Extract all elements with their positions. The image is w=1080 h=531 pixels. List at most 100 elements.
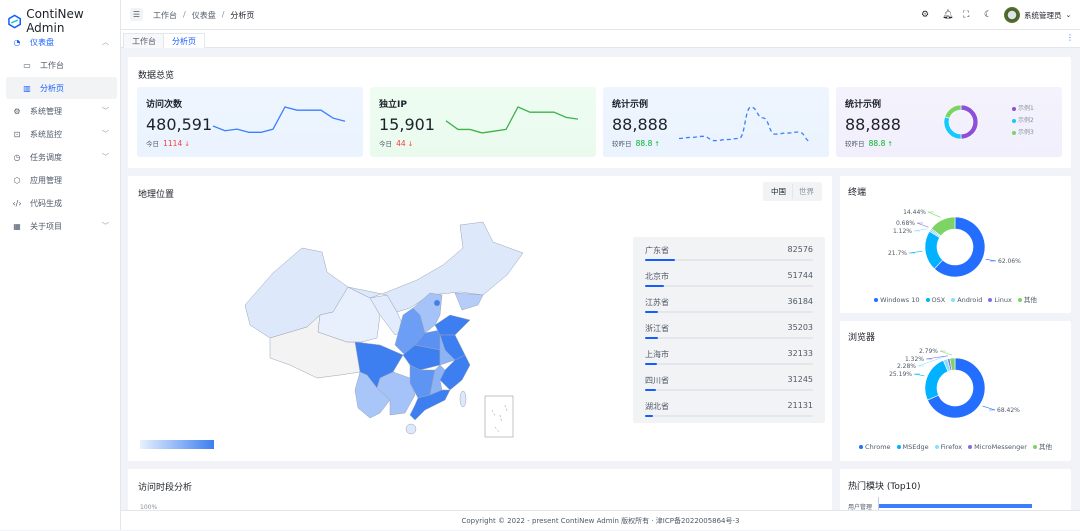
sidebar-item-label: 系统监控 — [30, 129, 62, 139]
copyright-text: Copyright © 2022 - present ContiNew Admi… — [461, 517, 740, 525]
donut-slice[interactable] — [960, 104, 979, 140]
legend-item[interactable]: Windows 10 — [874, 296, 920, 304]
chevron-down-icon: ﹀ — [102, 130, 109, 138]
legend-dot-icon — [859, 445, 864, 449]
sidebar-item-4[interactable]: ⊡ 系统监控 ﹀ — [6, 123, 117, 145]
legend-item[interactable]: Chrome — [859, 443, 891, 451]
donut-slice[interactable] — [944, 104, 962, 119]
bell-icon[interactable]: 🔔︎ — [942, 10, 954, 20]
sidebar-item-5[interactable]: ◷ 任务调度 ﹀ — [6, 146, 117, 168]
legend-item[interactable]: OSX — [925, 296, 945, 304]
breadcrumb-item[interactable]: 工作台 — [153, 11, 177, 20]
donut-slice[interactable] — [943, 116, 962, 140]
more-options-icon[interactable]: ⋮ — [1066, 33, 1074, 42]
map-region-beijing[interactable] — [433, 299, 441, 307]
map-region-yunnan[interactable] — [354, 371, 391, 419]
label-leader-line — [917, 356, 945, 367]
donut-slice[interactable] — [927, 357, 986, 419]
settings-icon[interactable]: ⚙ — [921, 10, 930, 20]
chevron-down-icon: ﹀ — [102, 222, 109, 230]
legend-label: 示例1 — [1018, 105, 1034, 112]
legend-item[interactable]: 其他 — [1032, 443, 1052, 451]
fullscreen-icon[interactable]: ⛶ — [963, 10, 970, 20]
label-leader-line — [913, 373, 925, 377]
code-icon: ‹/› — [12, 198, 22, 208]
map-region-guangdong[interactable] — [409, 389, 451, 421]
legend-item[interactable]: 示例3 — [1012, 127, 1034, 139]
legend-item[interactable]: MSEdge — [896, 443, 929, 451]
sidebar-item-2[interactable]: ▥ 分析页 — [6, 77, 117, 99]
sparkline-chart — [212, 106, 346, 133]
tab-label: 工作台 — [132, 36, 156, 46]
donut-data-label: 2.28% — [897, 363, 916, 370]
sparkline-path — [445, 106, 579, 134]
legend-item[interactable]: Linux — [988, 296, 1012, 304]
legend-item[interactable]: 示例1 — [1012, 103, 1034, 115]
donut-slice[interactable] — [930, 216, 956, 237]
terminal-donut-chart: 62.06% 21.7% 1.12%0.68% 14.44% — [888, 209, 1021, 278]
label-leader-line — [985, 258, 997, 262]
breadcrumb-item[interactable]: 仪表盘 — [191, 11, 216, 20]
toggle-china[interactable]: 中国 — [771, 187, 786, 196]
chevron-down-icon: ﹀ — [102, 153, 109, 161]
dark-mode-moon-icon[interactable]: ☾ — [984, 10, 993, 20]
stat-value: 480,591 — [146, 115, 213, 134]
donut-slice[interactable] — [933, 216, 986, 278]
tab-workbench[interactable]: 工作台 — [123, 33, 165, 48]
map-region-liaoning[interactable] — [454, 292, 484, 311]
map-region-hainan[interactable] — [405, 423, 417, 435]
map-region-anhui[interactable] — [439, 334, 456, 366]
donut-data-label: 62.06% — [998, 258, 1021, 265]
map-region-qinghai[interactable] — [317, 286, 381, 343]
donut-slice[interactable] — [924, 359, 949, 401]
map-region-shandong[interactable] — [434, 314, 471, 336]
top-header: ☰ 工作台 / 仪表盘 / 分析页 ⚙ 🔔︎ ⛶ ☾ 系统管理员 ⌄ — [121, 0, 1080, 30]
legend-dot-icon — [925, 298, 930, 302]
cube-icon: ⬡ — [13, 175, 21, 185]
sparkline-chart — [445, 106, 579, 134]
panel-title: 热门模块 (Top10) — [848, 482, 921, 492]
sidebar-item-0[interactable]: ◔ 仪表盘 ︿ — [6, 31, 117, 53]
donut-data-label: 0.68% — [896, 220, 915, 227]
stat-value: 88,888 — [612, 115, 668, 134]
map-region-taiwan[interactable] — [459, 390, 467, 408]
visual-map-gradient[interactable] — [140, 440, 214, 449]
sidebar-item-7[interactable]: ‹/› 代码生成 — [6, 192, 117, 214]
mini-donut-chart — [943, 104, 979, 140]
tab-analysis[interactable]: 分析页 — [163, 33, 205, 48]
region-name: 北京市 — [645, 272, 669, 281]
tab-bar: 工作台 分析页 ⋮ — [121, 30, 1080, 48]
toggle-world[interactable]: 世界 — [792, 184, 820, 199]
legend-item[interactable]: MicroMessenger — [968, 443, 1027, 451]
map-region-inner-mongolia-northeast[interactable] — [347, 221, 524, 313]
panel-title: 数据总览 — [138, 71, 175, 81]
label-leader-line — [982, 405, 996, 411]
sidebar-item-1[interactable]: ▭ 工作台 — [6, 54, 117, 76]
china-map[interactable] — [230, 215, 530, 445]
legend-label: 示例2 — [1018, 117, 1034, 124]
region-value: 35203 — [787, 323, 813, 332]
legend-dot-icon — [1012, 130, 1016, 135]
sidebar-item-8[interactable]: ▦ 关于项目 ﹀ — [6, 215, 117, 237]
region-value: 51744 — [787, 271, 813, 280]
legend-item[interactable]: Firefox — [934, 443, 962, 451]
module-bar[interactable] — [879, 504, 1032, 508]
clock-icon: ◷ — [13, 152, 21, 162]
legend-item[interactable]: Android — [951, 296, 982, 304]
donut-slice[interactable] — [949, 357, 956, 371]
app-logo[interactable]: ContiNew Admin — [8, 7, 120, 35]
terminal-panel: 终端 62.06% 21.7% 1.12% 0.68% 14.44% Windows 1… — [840, 176, 1071, 313]
sparkline-path — [212, 106, 346, 133]
user-menu[interactable]: 系统管理员 ⌄ — [1004, 7, 1071, 23]
sidebar-item-3[interactable]: ⚙ 系统管理 ﹀ — [6, 100, 117, 122]
map-region-guizhou-guangxi[interactable] — [376, 371, 416, 416]
sidebar-item-label: 仪表盘 — [30, 37, 54, 47]
menu-collapse-button[interactable]: ☰ — [130, 8, 143, 21]
legend-item[interactable]: 其他 — [1017, 296, 1037, 304]
legend-dot-icon — [1032, 445, 1037, 449]
data-overview-panel: 数据总览 访问次数 480,591 今日 1114 ↓ 独立IP 15,901 今… — [128, 57, 1071, 168]
sidebar-item-6[interactable]: ⬡ 应用管理 — [6, 169, 117, 191]
panel-title: 终端 — [848, 188, 867, 198]
browser-panel: 浏览器 68.42% 25.19% 2.28% 1.32% 2.79% Chrome MS… — [840, 321, 1071, 461]
legend-item[interactable]: 示例2 — [1012, 115, 1034, 127]
